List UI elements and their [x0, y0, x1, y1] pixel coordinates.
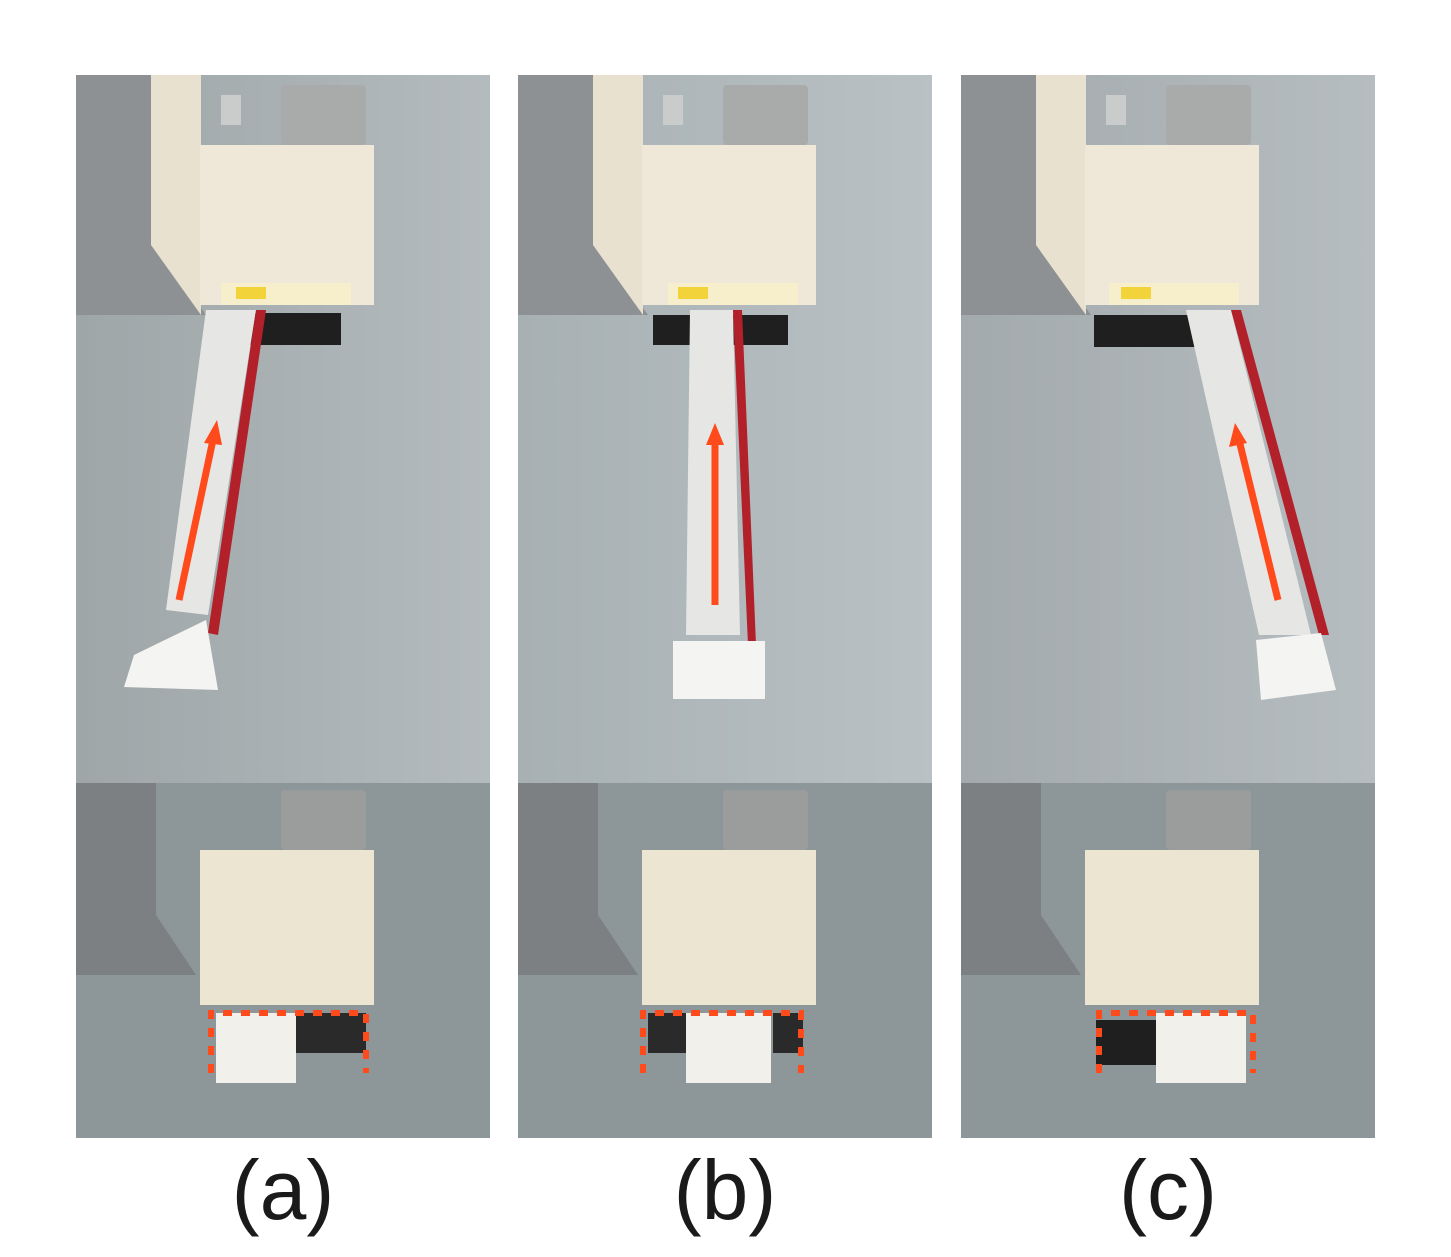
arrow-head	[706, 423, 724, 445]
red-wire	[733, 310, 756, 645]
printed-housing	[642, 145, 816, 305]
caption-c: (c)	[1119, 1143, 1217, 1237]
metal-bracket	[961, 75, 1091, 315]
printed-housing-bottom	[1085, 850, 1259, 1005]
metal-bracket-bottom	[76, 783, 196, 975]
red-wire	[1231, 310, 1329, 635]
panel-b-photo	[518, 75, 932, 1138]
metal-clip-bottom	[1166, 790, 1251, 850]
cable-connector	[1256, 633, 1336, 700]
metal-bracket-bottom	[961, 783, 1081, 975]
metal-bracket	[518, 75, 648, 315]
metal-clip-bottom	[281, 790, 366, 850]
metal-clip-bottom	[723, 790, 808, 850]
socket-yellow	[678, 287, 708, 299]
servo-motor-left	[648, 1013, 688, 1053]
servo-motor-bottom	[296, 1013, 366, 1053]
panel-b	[518, 75, 932, 1138]
seated-connector	[1156, 1013, 1246, 1083]
seated-connector	[216, 1013, 296, 1083]
panel-a-photo	[76, 75, 490, 1138]
printed-housing	[200, 145, 374, 305]
printed-housing-bottom	[200, 850, 374, 1005]
panel-a	[76, 75, 490, 1138]
arrow-shaft	[1235, 439, 1282, 601]
caption-a: (a)	[231, 1143, 335, 1237]
metal-bracket	[76, 75, 206, 315]
printed-housing	[1085, 145, 1259, 305]
panel-c-photo	[961, 75, 1375, 1138]
arrow-head	[204, 420, 222, 445]
side-plate	[593, 75, 643, 315]
side-plate	[151, 75, 201, 315]
socket-yellow	[1121, 287, 1151, 299]
printed-housing-bottom	[642, 850, 816, 1005]
red-wire	[208, 310, 266, 635]
side-plate	[1036, 75, 1086, 315]
metal-clip	[281, 85, 366, 145]
arrow-head	[1229, 423, 1247, 447]
socket-yellow	[236, 287, 266, 299]
cable-connector	[673, 641, 765, 699]
cable-connector	[124, 620, 218, 690]
metal-clip	[723, 85, 808, 145]
metal-bracket-bottom	[518, 783, 638, 975]
servo-motor-bottom	[1096, 1020, 1156, 1065]
pin	[221, 95, 241, 125]
pin	[1106, 95, 1126, 125]
caption-b: (b)	[673, 1143, 777, 1237]
panel-c	[961, 75, 1375, 1138]
pin	[663, 95, 683, 125]
metal-clip	[1166, 85, 1251, 145]
seated-connector	[686, 1013, 771, 1083]
arrow-shaft	[175, 434, 218, 601]
